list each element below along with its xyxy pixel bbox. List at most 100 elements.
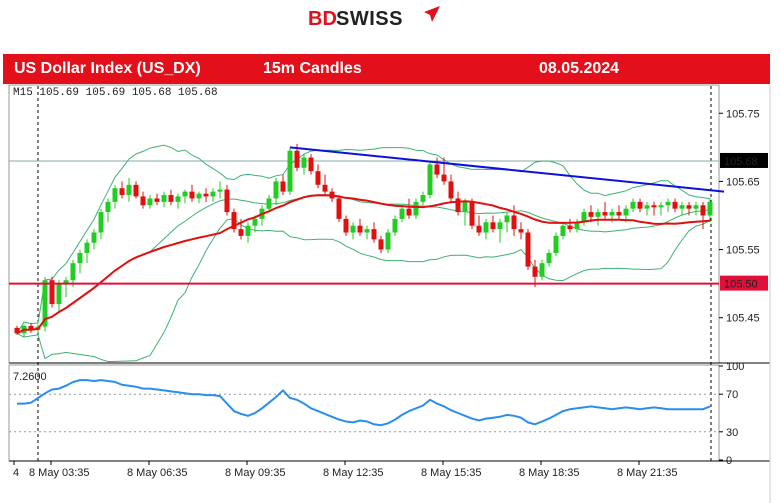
candle-body bbox=[504, 215, 510, 223]
candle-body bbox=[210, 191, 216, 197]
candle-body bbox=[182, 191, 188, 197]
candle-body bbox=[77, 252, 83, 264]
candle bbox=[462, 198, 468, 226]
candle bbox=[119, 181, 125, 199]
candle bbox=[371, 222, 377, 243]
candle bbox=[301, 154, 307, 175]
candle bbox=[420, 191, 426, 206]
price-tick-label: 105.75 bbox=[726, 108, 760, 120]
candle-body bbox=[231, 212, 237, 230]
candle bbox=[385, 229, 391, 253]
candle-body bbox=[560, 225, 566, 236]
candle bbox=[336, 195, 342, 223]
candle bbox=[511, 205, 517, 236]
candle-body bbox=[602, 212, 608, 216]
candle bbox=[112, 184, 118, 209]
candle-body bbox=[399, 208, 405, 219]
candle bbox=[693, 201, 699, 216]
candle-body bbox=[28, 325, 34, 330]
candle bbox=[504, 212, 510, 233]
candle bbox=[147, 195, 153, 209]
candle bbox=[567, 218, 573, 233]
candle bbox=[322, 174, 328, 196]
candle bbox=[343, 215, 349, 236]
candle bbox=[553, 232, 559, 257]
price-label-box bbox=[720, 152, 768, 168]
candle-body bbox=[378, 239, 384, 250]
candle bbox=[84, 239, 90, 264]
candle-body bbox=[238, 229, 244, 236]
candle-body bbox=[98, 212, 104, 233]
candle bbox=[665, 198, 671, 213]
rsi-tick-label: 0 bbox=[726, 455, 732, 467]
candle-body bbox=[462, 201, 468, 213]
candle-body bbox=[217, 189, 223, 192]
candle-body bbox=[511, 215, 517, 230]
candle bbox=[308, 154, 314, 175]
candle-body bbox=[413, 201, 419, 216]
candle-body bbox=[532, 266, 538, 277]
candle-body bbox=[112, 188, 118, 202]
candle bbox=[70, 259, 76, 288]
candle bbox=[595, 208, 601, 226]
candle-body bbox=[224, 189, 230, 213]
candle bbox=[168, 189, 174, 206]
candle-body bbox=[294, 150, 300, 168]
time-tick-label: 4 bbox=[13, 467, 19, 479]
candle-body bbox=[672, 201, 678, 209]
candle bbox=[525, 229, 531, 270]
candle bbox=[126, 178, 132, 202]
candle-body bbox=[637, 201, 643, 209]
candle bbox=[392, 215, 398, 236]
candle-body bbox=[84, 242, 90, 253]
candle bbox=[630, 198, 636, 213]
candle bbox=[469, 198, 475, 230]
candle bbox=[427, 160, 433, 199]
candle bbox=[658, 201, 664, 216]
candle-body bbox=[616, 212, 622, 216]
main-plot bbox=[9, 143, 725, 363]
candle-body bbox=[315, 171, 321, 185]
candle-body bbox=[63, 280, 69, 284]
candle-body bbox=[336, 198, 342, 219]
candle-body bbox=[406, 208, 412, 216]
candle bbox=[476, 215, 482, 236]
candle bbox=[133, 181, 139, 199]
candle bbox=[539, 259, 545, 281]
price-tick-label: 105.65 bbox=[726, 176, 760, 188]
candle bbox=[63, 276, 69, 298]
candle-body bbox=[357, 225, 363, 233]
candle-body bbox=[392, 218, 398, 233]
candle bbox=[140, 191, 146, 209]
candle-body bbox=[175, 196, 181, 202]
candle bbox=[672, 198, 678, 213]
candle bbox=[203, 188, 209, 202]
candle bbox=[28, 323, 34, 333]
candle-body bbox=[595, 212, 601, 217]
candle-body bbox=[644, 205, 650, 209]
logo-wordmark: BD SWISS bbox=[308, 6, 440, 30]
candle-body bbox=[476, 225, 482, 233]
candle bbox=[350, 222, 356, 240]
candle-body bbox=[686, 205, 692, 209]
candle bbox=[455, 191, 461, 216]
candle-body bbox=[427, 164, 433, 196]
candle-body bbox=[490, 222, 496, 230]
candle bbox=[357, 218, 363, 236]
candle-body bbox=[630, 201, 636, 209]
candle-body bbox=[266, 198, 272, 209]
candle bbox=[56, 280, 62, 311]
candle-body bbox=[364, 229, 370, 233]
time-tick-label: 8 May 06:35 bbox=[127, 467, 188, 479]
time-tick-label: 8 May 12:35 bbox=[323, 467, 384, 479]
candle-body bbox=[273, 181, 279, 199]
candle-body bbox=[203, 193, 209, 197]
candle-body bbox=[371, 229, 377, 240]
time-tick-label: 8 May 09:35 bbox=[225, 467, 286, 479]
candle bbox=[616, 205, 622, 219]
bollinger-lower-band bbox=[16, 217, 711, 363]
candle bbox=[280, 174, 286, 196]
candle bbox=[77, 249, 83, 274]
candle-body bbox=[189, 191, 195, 199]
candle-body bbox=[140, 196, 146, 206]
